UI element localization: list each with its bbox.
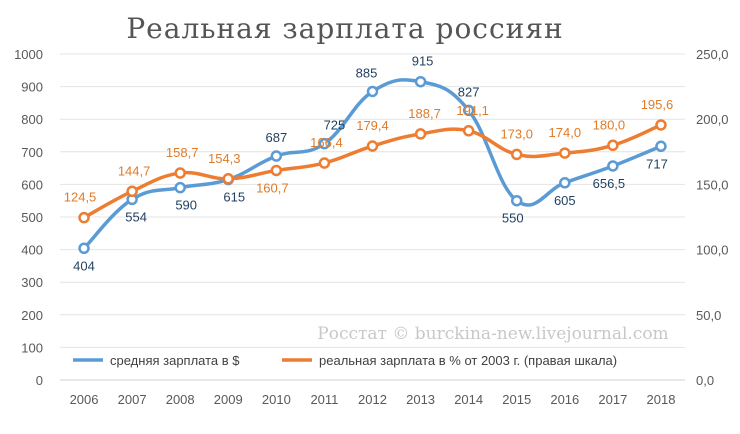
data-point <box>222 173 235 185</box>
x-tick-label: 2014 <box>454 392 483 407</box>
data-label: 154,3 <box>208 151 241 166</box>
right-tick-label: 50,0 <box>696 308 721 323</box>
left-tick-label: 500 <box>21 210 43 225</box>
data-point <box>174 181 186 194</box>
left-tick-label: 800 <box>21 112 43 127</box>
x-tick-label: 2017 <box>598 392 627 407</box>
x-axis-ticks: 2006 2007 2008 2009 2010 2011 2012 2013 2014 2015… <box>70 392 676 407</box>
data-point <box>462 104 475 117</box>
data-point <box>607 160 619 172</box>
data-label: 554 <box>125 209 147 224</box>
left-axis-ticks: 0 100 200 300 400 500 600 700 800 900 1000 <box>14 47 43 388</box>
legend-label-real-salary-pct: реальная зарплата в % от 2003 г. (правая… <box>319 353 617 368</box>
data-point <box>270 164 283 177</box>
left-tick-label: 200 <box>21 308 43 323</box>
data-label: 174,0 <box>549 125 582 140</box>
data-label: 590 <box>175 198 197 213</box>
data-point <box>510 148 523 161</box>
data-point <box>366 140 379 152</box>
data-label: 179,4 <box>356 118 389 133</box>
legend-label-salary-usd: средняя зарплата в $ <box>110 353 240 368</box>
series-layer: 404 554 590 615 687 725 885 915 827 550 605 656,5 71… <box>64 54 673 274</box>
data-point <box>655 119 667 131</box>
data-point <box>559 177 571 189</box>
data-point <box>607 139 619 152</box>
data-label: 656,5 <box>593 176 626 191</box>
data-point <box>414 75 427 88</box>
x-tick-label: 2008 <box>166 392 195 407</box>
data-label: 160,7 <box>256 180 289 195</box>
data-label: 550 <box>502 211 524 226</box>
left-tick-label: 900 <box>21 80 43 95</box>
data-point <box>366 85 379 98</box>
data-label: 166,4 <box>310 135 343 150</box>
right-tick-label: 150,0 <box>696 177 729 192</box>
data-label: 725 <box>324 118 346 133</box>
data-label: 605 <box>554 193 576 208</box>
left-tick-label: 1000 <box>14 47 43 62</box>
x-tick-label: 2013 <box>406 392 435 407</box>
x-tick-label: 2007 <box>118 392 147 407</box>
data-label: 173,0 <box>500 126 533 141</box>
data-label: 191,1 <box>456 103 489 118</box>
watermark-text: Росстат © burckina-new.livejournal.com <box>317 324 668 344</box>
data-label: 124,5 <box>64 190 97 205</box>
right-tick-label: 100,0 <box>696 243 729 258</box>
left-tick-label: 100 <box>21 340 43 355</box>
data-point <box>414 128 427 140</box>
data-label: 687 <box>265 130 287 145</box>
series-line-0 <box>82 78 663 251</box>
right-tick-label: 200,0 <box>696 112 729 127</box>
x-tick-label: 2009 <box>214 392 243 407</box>
x-tick-label: 2010 <box>262 392 291 407</box>
data-point <box>270 150 283 162</box>
data-label: 404 <box>73 258 95 273</box>
data-label: 180,0 <box>593 117 626 132</box>
data-point <box>510 194 523 207</box>
left-tick-label: 0 <box>36 373 43 388</box>
data-label: 144,7 <box>118 163 151 178</box>
gridlines <box>60 53 685 381</box>
x-tick-label: 2016 <box>550 392 579 407</box>
left-tick-label: 700 <box>21 145 43 160</box>
data-label: 915 <box>412 54 434 69</box>
legend: средняя зарплата в $ реальная зарплата в… <box>73 353 617 368</box>
chart-title: Реальная зарплата россиян <box>126 12 563 45</box>
right-axis-ticks: 0,0 50,0 100,0 150,0 200,0 250,0 <box>696 47 729 388</box>
x-tick-label: 2006 <box>70 392 99 407</box>
left-tick-label: 300 <box>21 275 43 290</box>
data-point <box>126 185 138 198</box>
data-point <box>174 167 186 179</box>
data-label: 885 <box>356 65 378 80</box>
data-label: 158,7 <box>166 145 199 160</box>
left-tick-label: 400 <box>21 243 43 258</box>
x-tick-label: 2015 <box>502 392 531 407</box>
x-tick-label: 2011 <box>310 392 338 407</box>
data-label: 188,7 <box>408 106 441 121</box>
data-point <box>78 211 90 224</box>
x-tick-label: 2018 <box>647 392 676 407</box>
right-tick-label: 0,0 <box>696 373 714 388</box>
data-point <box>318 157 331 169</box>
right-tick-label: 250,0 <box>696 47 729 62</box>
data-label: 717 <box>646 156 668 171</box>
left-tick-label: 600 <box>21 177 43 192</box>
data-point <box>318 137 331 150</box>
x-tick-label: 2012 <box>358 392 387 407</box>
data-point <box>559 147 571 159</box>
data-label: 827 <box>458 84 480 99</box>
data-label: 195,6 <box>641 97 674 112</box>
data-point <box>655 140 667 153</box>
data-label: 615 <box>223 190 245 205</box>
data-point <box>462 125 475 137</box>
data-point <box>78 242 90 255</box>
